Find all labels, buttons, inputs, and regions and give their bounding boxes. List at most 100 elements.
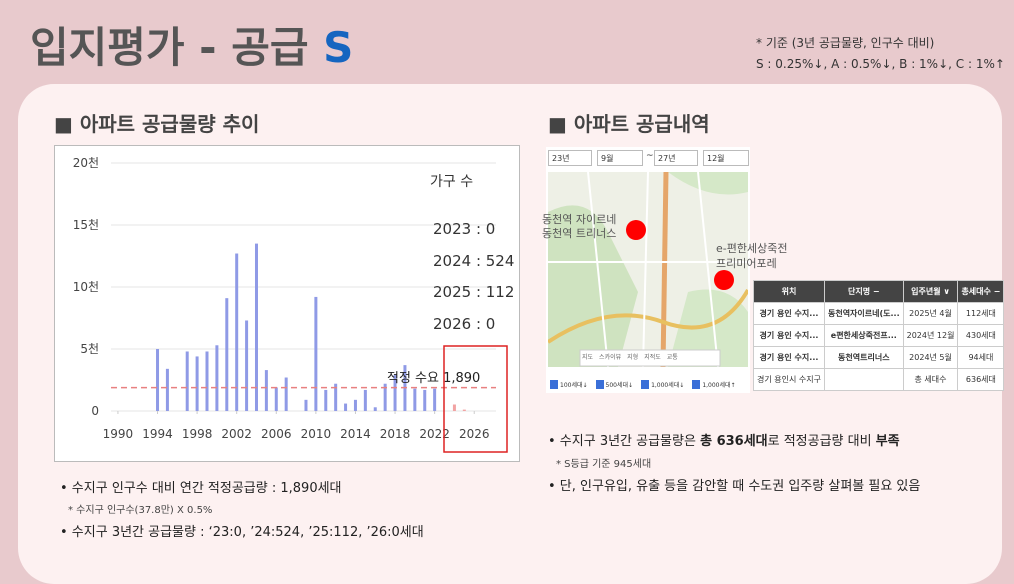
legend-item: 1,000세대↓ (641, 380, 684, 389)
header-cell: 입주년월 ∨ (902, 280, 959, 303)
y-tick-label: 5천 (80, 341, 99, 356)
map (548, 172, 748, 367)
cell: 636세대 (957, 368, 1005, 391)
map-tab[interactable]: 교통 (666, 354, 678, 361)
bar (393, 375, 397, 411)
x-tick-label: 2026 (459, 427, 490, 441)
annotation: 2024 : 524 (433, 252, 514, 270)
bar (433, 388, 437, 411)
annotation: 2025 : 112 (433, 283, 514, 301)
row: 경기 용인시 수지구 총 세대수 636세대 (753, 368, 1005, 391)
header-cell: 총세대수 − (957, 280, 1005, 303)
bar (225, 298, 229, 411)
cell: e편한세상죽전프... (823, 324, 904, 347)
map-tab[interactable]: 스카이뷰 (599, 354, 622, 361)
cell: 동천역자이르네(도... (823, 302, 904, 325)
heading: ■ 아파트 공급물량 추이 (54, 112, 260, 136)
x-tick-label: 2006 (261, 427, 292, 441)
table: 위치 단지명 − 입주년월 ∨ 총세대수 − 경기 용인 수지... 동천역자이르네(도.… (753, 280, 1005, 391)
note: * 기준 (3년 공급물량, 인구수 대비) (756, 36, 935, 50)
bullet-note: * S등급 기준 945세대 (556, 459, 652, 470)
bar (373, 407, 377, 411)
text: 로 적정공급량 대비 (767, 434, 876, 449)
title-text: 입지평가 - 공급 (30, 23, 324, 72)
bar (334, 383, 338, 411)
slide: 입지평가 - 공급 S * 기준 (3년 공급물량, 인구수 대비) S : 0… (18, 14, 1005, 584)
bar (314, 296, 318, 411)
chart: 0 5천 10천 15천 20천 1990 1994 1998 2002 2006 2010 2014… (73, 155, 514, 453)
bar (245, 320, 249, 411)
bar (254, 243, 258, 411)
cell: 경기 용인 수지... (753, 346, 825, 369)
bar (423, 389, 427, 411)
bar (324, 389, 328, 411)
cell: 430세대 (957, 324, 1005, 347)
bar (462, 409, 466, 411)
note: S : 0.25%↓, A : 0.5%↓, B : 1%↓, C : 1%↑ (756, 57, 1005, 71)
x-tick-label: 2018 (380, 427, 411, 441)
bar (205, 351, 209, 411)
bullet: • 수지구 3년간 공급물량 : ‘23:0, ’24:524, ’25:112… (60, 525, 424, 540)
bullet: • 수지구 3년간 공급물량은 총 636세대로 적정공급량 대비 부족 (548, 430, 900, 449)
map-label: 동천역 자이르네 동천역 트리너스 (542, 213, 616, 241)
legend-item: 100세대↓ (550, 380, 588, 389)
bar (215, 345, 219, 411)
text: 총 636세대 (700, 434, 768, 449)
map-tab[interactable]: 지도 (582, 354, 594, 361)
header-cell: 단지명 − (823, 280, 904, 303)
annotation: 2026 : 0 (433, 315, 495, 333)
text: • 수지구 3년간 공급물량은 (548, 434, 701, 449)
bullet-note: * 수지구 인구수(37.8만) X 0.5% (68, 505, 213, 516)
map-tab[interactable]: 지적도 (644, 354, 661, 361)
x-tick-label: 2014 (340, 427, 371, 441)
map-tabs: 지도 스카이뷰 지형 지적도 교통 (582, 352, 678, 361)
map-label-text: 프리미어포레 (716, 257, 777, 270)
x-tick-label: 2010 (301, 427, 332, 441)
legend-item: 500세대↓ (595, 380, 633, 389)
x-tick-label: 1998 (182, 427, 213, 441)
header-row: 위치 단지명 − 입주년월 ∨ 총세대수 − (753, 280, 1005, 303)
filter[interactable]: 9월 (597, 150, 643, 166)
map-label: e-편한세상죽전 프리미어포레 (716, 241, 787, 271)
x-tick-label: 1990 (103, 427, 134, 441)
map-label-text: 동천역 자이르네 (542, 213, 617, 226)
bar (284, 377, 288, 411)
bullet: • 수지구 인구수 대비 연간 적정공급량 : 1,890세대 (60, 481, 342, 496)
highlight-box (443, 345, 508, 453)
bar (235, 253, 239, 411)
x-tick-label: 2022 (419, 427, 450, 441)
chart-box: 0 5천 10천 15천 20천 1990 1994 1998 2002 2006 2010 2014… (54, 145, 520, 462)
filter[interactable]: 23년 (548, 150, 592, 166)
annotation: 가구 수 (430, 174, 473, 190)
row: 경기 용인 수지... 동천역자이르네(도... 2025년 4월 112세대 (753, 302, 1005, 325)
x-tick-label: 1994 (142, 427, 173, 441)
row: 경기 용인 수지... e편한세상죽전프... 2024년 12월 430세대 (753, 324, 1005, 347)
map-tab[interactable]: 지형 (627, 354, 639, 361)
filter[interactable]: 12월 (703, 150, 749, 166)
bar (413, 388, 417, 411)
x-tick-label: 2002 (221, 427, 252, 441)
bar (274, 387, 278, 411)
y-tick-label: 10천 (73, 279, 99, 294)
bar (185, 351, 189, 411)
cell: 112세대 (957, 302, 1005, 325)
cell: 동천역트리너스 (823, 346, 904, 369)
bar (264, 370, 268, 411)
bar (156, 349, 160, 411)
filter-sep: ~ (646, 151, 654, 161)
cell (823, 368, 904, 391)
bar (165, 368, 169, 411)
bullet: • 단, 인구유입, 유출 등을 감안할 때 수도권 입주량 살펴볼 필요 있음 (548, 479, 921, 494)
legend-item: 1,000세대↑ (692, 380, 736, 389)
filter[interactable]: 27년 (654, 150, 698, 166)
annotation: 2023 : 0 (433, 220, 495, 238)
bar (383, 383, 387, 411)
cell: 2025년 4월 (902, 302, 959, 325)
cell: 94세대 (957, 346, 1005, 369)
bar (363, 389, 367, 411)
cell: 2024년 12월 (902, 324, 959, 347)
title: 입지평가 - 공급 S (30, 14, 353, 75)
cell: 경기 용인시 수지구 (753, 368, 825, 391)
bar (344, 403, 348, 411)
map-legend: 100세대↓ 500세대↓ 1,000세대↓ 1,000세대↑ (550, 380, 736, 389)
